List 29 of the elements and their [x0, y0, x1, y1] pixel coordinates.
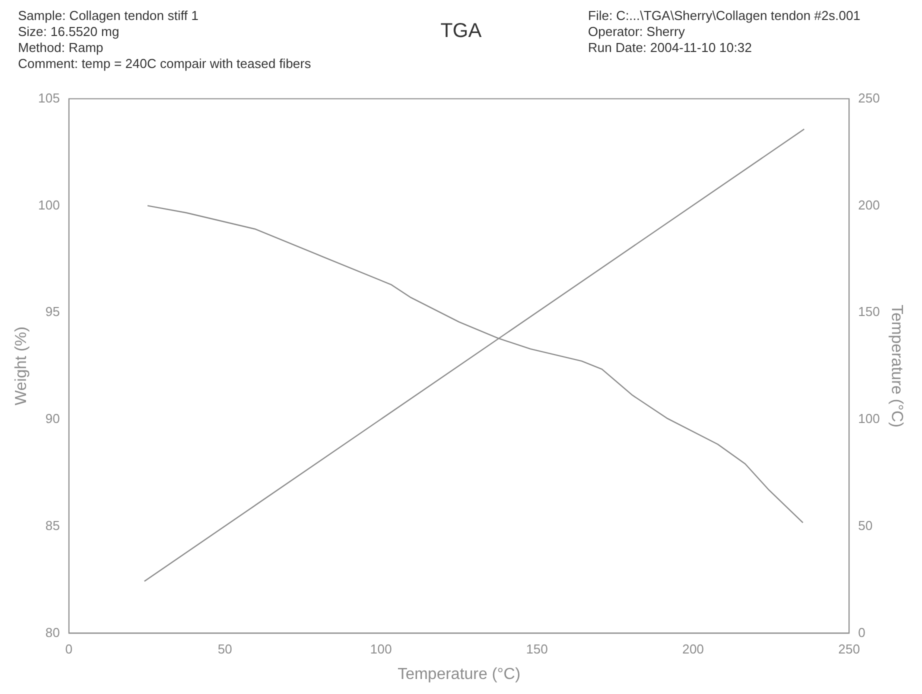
y-axis-title: Weight (%) [13, 326, 30, 406]
y-tick-label: 95 [45, 304, 60, 320]
x-tick-label: 250 [838, 642, 860, 657]
y-tick-label: 90 [45, 411, 60, 426]
y2-tick-label: 250 [858, 90, 880, 106]
y2-tick-label: 150 [858, 304, 880, 320]
text: File: C:...\TGA\Sherry\Collagen tendon #2s.001 [588, 8, 860, 24]
y2-tick-label: 50 [858, 518, 873, 533]
x-tick-label: 150 [526, 642, 548, 657]
x-tick-label: 200 [682, 642, 704, 657]
y2-axis-title: Temperature (°C) [888, 304, 905, 428]
text: Method: Ramp [18, 40, 104, 56]
x-axis-title: Temperature (°C) [398, 666, 520, 683]
y2-tick-label: 0 [858, 624, 866, 640]
chart-title: TGA [440, 20, 482, 42]
text: Size: 16.5520 mg [18, 24, 120, 40]
y2-tick-label: 100 [858, 411, 880, 426]
x-tick-label: 50 [218, 642, 232, 657]
y-tick-label: 85 [45, 518, 60, 533]
y-tick-label: 100 [38, 197, 60, 212]
text: Sample: Collagen tendon stiff 1 [18, 8, 200, 24]
text: Run Date: 2004-11-10 10:32 [588, 40, 753, 56]
y-tick-label: 80 [45, 624, 60, 640]
text: Operator: Sherry [588, 24, 686, 40]
y2-tick-label: 200 [858, 197, 880, 212]
x-tick-label: 100 [370, 642, 392, 657]
x-tick-label: 0 [65, 642, 73, 657]
text: Comment: temp = 240C compair with teased fibers [18, 56, 311, 72]
y-tick-label: 105 [38, 90, 60, 106]
